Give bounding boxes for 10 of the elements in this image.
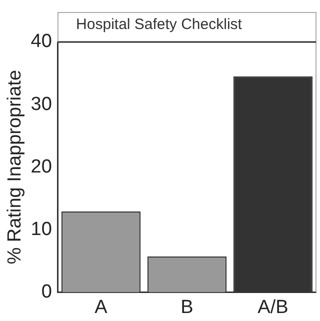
y-tick-label: 30 [30, 94, 52, 115]
x-tick-label: A/B [258, 296, 288, 318]
y-tick-label: 0 [41, 281, 52, 302]
y-axis-title: % Rating Inappropriate [4, 70, 26, 264]
x-tick-label: B [180, 296, 194, 318]
y-tick-label: 40 [30, 31, 52, 52]
y-tick-label: 20 [30, 156, 52, 178]
y-tick-label: 10 [30, 218, 52, 240]
x-tick-label: A [94, 296, 108, 318]
chart-title: Hospital Safety Checklist [76, 16, 243, 34]
